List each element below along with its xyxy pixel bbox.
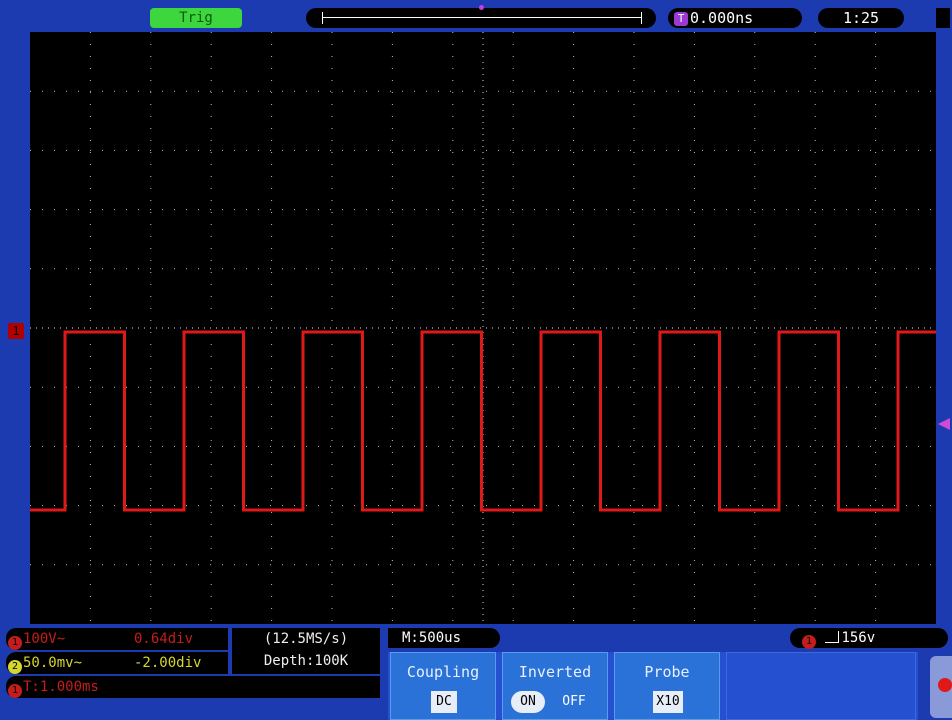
waveform-display[interactable] bbox=[30, 32, 936, 624]
ch2-info: 2 50.0mv~ -2.00div bbox=[6, 652, 228, 674]
trigger-level-value: 156v bbox=[841, 630, 876, 646]
inverted-off-option[interactable]: OFF bbox=[562, 694, 586, 709]
waveform-svg bbox=[30, 32, 936, 624]
inverted-title: Inverted bbox=[518, 663, 592, 681]
trigger-position-value: 0.000ns bbox=[690, 9, 754, 27]
timeline-bar bbox=[322, 17, 642, 18]
menu-inverted[interactable]: Inverted ON OFF bbox=[502, 652, 608, 720]
coupling-title: Coupling bbox=[406, 663, 480, 681]
ch1-level-marker[interactable]: 1 bbox=[8, 323, 24, 339]
trigger-status: Trig bbox=[150, 8, 242, 28]
sample-rate: (12.5MS/s) bbox=[263, 631, 349, 647]
memory-depth: Depth:100K bbox=[263, 653, 349, 669]
menu-coupling[interactable]: Coupling DC bbox=[390, 652, 496, 720]
menu-empty-slot bbox=[726, 652, 916, 720]
top-status-bar: Trig T 0.000ns 1:25 bbox=[0, 0, 952, 32]
sample-rate-box: (12.5MS/s) Depth:100K bbox=[232, 628, 380, 674]
time-info: 1 T:1.000ms bbox=[6, 676, 380, 698]
time-badge-icon: 1 bbox=[8, 684, 22, 698]
probe-value: X10 bbox=[653, 691, 683, 713]
time-value: T:1.000ms bbox=[23, 679, 99, 695]
trigger-level-readout: 1 156v bbox=[790, 628, 948, 649]
channel-menu: Coupling DC Inverted ON OFF Probe X10 bbox=[388, 652, 918, 720]
ch2-offset: -2.00div bbox=[134, 655, 202, 671]
ch1-info: 1 100V~ 0.64div bbox=[6, 628, 228, 650]
menu-indicator-icon bbox=[938, 678, 952, 692]
probe-title: Probe bbox=[644, 663, 690, 681]
ch1-waveform bbox=[30, 330, 936, 512]
ch2-badge-icon: 2 bbox=[8, 660, 22, 674]
ch1-offset: 0.64div bbox=[134, 631, 194, 647]
timebase-readout: M:500us bbox=[388, 628, 500, 648]
timeline-bracket-left bbox=[322, 12, 326, 24]
trigger-position-readout: T 0.000ns bbox=[668, 8, 802, 28]
coupling-value: DC bbox=[431, 691, 457, 713]
menu-probe[interactable]: Probe X10 bbox=[614, 652, 720, 720]
ch1-scale: 100V~ bbox=[23, 631, 66, 647]
timeline-position-marker bbox=[479, 5, 484, 10]
trigger-badge-icon: T bbox=[674, 12, 688, 26]
menu-side-tab[interactable] bbox=[930, 656, 952, 718]
battery-icon bbox=[936, 8, 950, 28]
rising-edge-icon bbox=[825, 631, 840, 643]
memory-timeline bbox=[306, 5, 656, 28]
ch2-scale: 50.0mv~ bbox=[23, 655, 83, 671]
ch1-badge-icon: 1 bbox=[8, 636, 22, 650]
trigger-level-marker-icon[interactable] bbox=[938, 418, 950, 430]
clock: 1:25 bbox=[818, 8, 904, 28]
timeline-bracket-right bbox=[638, 12, 642, 24]
inverted-on-option[interactable]: ON bbox=[511, 691, 545, 713]
trigger-source-badge-icon: 1 bbox=[802, 635, 816, 649]
